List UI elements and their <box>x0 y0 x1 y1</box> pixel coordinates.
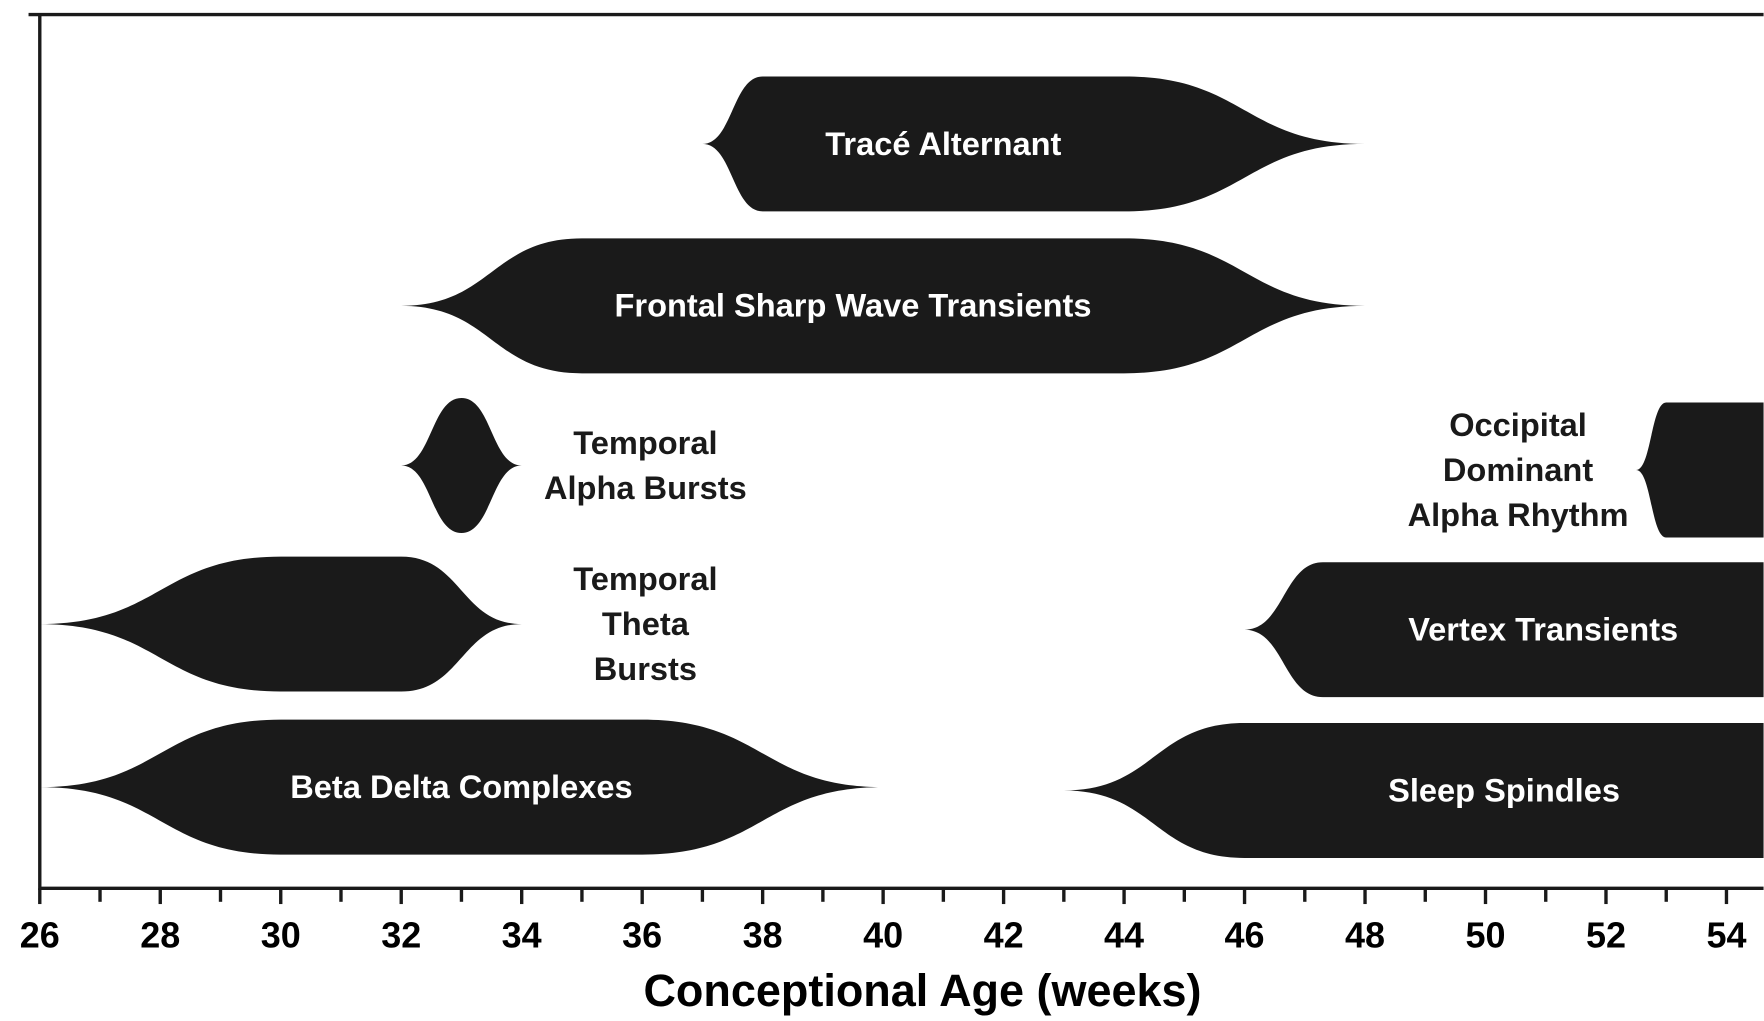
x-axis-title: Conceptional Age (weeks) <box>643 965 1201 1016</box>
x-tick-label: 28 <box>140 914 180 955</box>
range-shape <box>702 76 1366 212</box>
range-shape <box>39 556 522 692</box>
range-shape <box>1063 723 1764 858</box>
range-label: Vertex Transients <box>1408 611 1678 648</box>
range-shape <box>1244 562 1764 698</box>
x-tick-label: 34 <box>502 914 542 955</box>
range-label: Bursts <box>594 650 697 687</box>
x-tick-label: 36 <box>622 914 662 955</box>
range-label: Tracé Alternant <box>825 125 1061 162</box>
x-tick-label: 40 <box>863 914 903 955</box>
range-label: Beta Delta Complexes <box>290 768 632 805</box>
x-tick-label: 42 <box>984 914 1024 955</box>
x-tick-label: 30 <box>261 914 301 955</box>
range-label: Alpha Bursts <box>544 469 747 506</box>
x-tick-label: 26 <box>20 914 60 955</box>
range-label: Frontal Sharp Wave Transients <box>615 287 1092 324</box>
x-tick-label: 38 <box>743 914 783 955</box>
range-label: Occipital <box>1449 406 1587 443</box>
range-label: Temporal <box>573 560 717 597</box>
x-tick-label: 54 <box>1706 914 1746 955</box>
range-label: Temporal <box>573 424 717 461</box>
x-tick-label: 46 <box>1225 914 1265 955</box>
shapes <box>39 76 1764 858</box>
x-tick-label: 48 <box>1345 914 1385 955</box>
range-label: Sleep Spindles <box>1388 771 1620 808</box>
x-tick-label: 50 <box>1466 914 1506 955</box>
range-label: Theta <box>602 605 690 642</box>
x-tick-label: 52 <box>1586 914 1626 955</box>
range-shape <box>401 238 1366 374</box>
range-shape <box>401 398 522 533</box>
x-tick-label: 32 <box>381 914 421 955</box>
range-shape <box>1636 402 1764 538</box>
range-label: Dominant <box>1443 451 1593 488</box>
range-label: Alpha Rhythm <box>1408 496 1629 533</box>
x-tick-label: 44 <box>1104 914 1144 955</box>
range-shape <box>39 719 884 855</box>
